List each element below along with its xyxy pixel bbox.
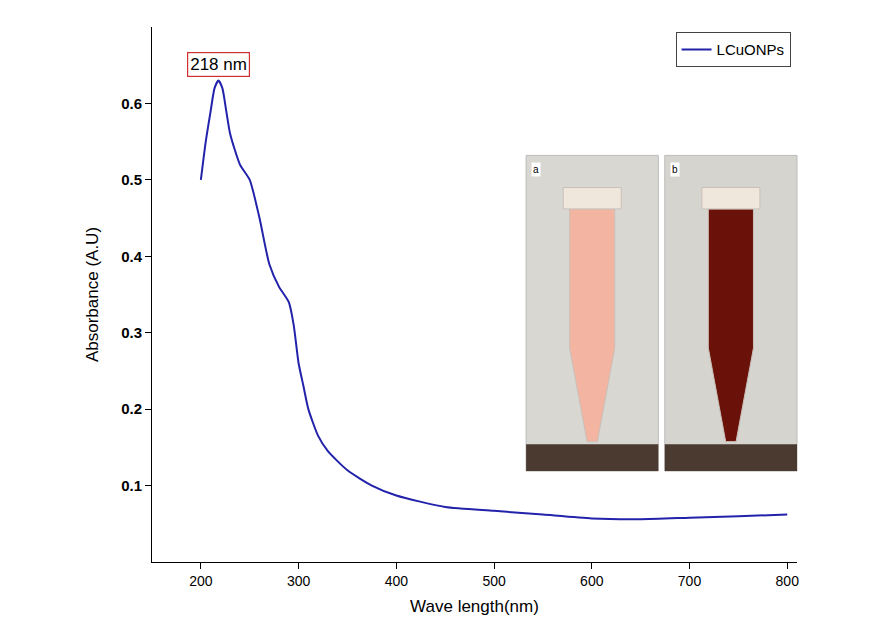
svg-text:0.3: 0.3 — [121, 324, 142, 341]
svg-text:200: 200 — [189, 573, 213, 589]
svg-text:a: a — [533, 164, 539, 175]
svg-text:0.4: 0.4 — [121, 248, 143, 265]
svg-text:Wave length(nm): Wave length(nm) — [410, 597, 539, 616]
svg-text:600: 600 — [580, 573, 604, 589]
svg-text:LCuONPs: LCuONPs — [717, 41, 785, 58]
svg-text:300: 300 — [287, 573, 311, 589]
svg-text:218 nm: 218 nm — [190, 55, 247, 74]
svg-text:0.5: 0.5 — [121, 171, 142, 188]
svg-text:500: 500 — [482, 573, 506, 589]
svg-text:Absorbance (A.U): Absorbance (A.U) — [83, 227, 102, 362]
svg-text:0.2: 0.2 — [121, 400, 142, 417]
svg-text:800: 800 — [776, 573, 800, 589]
svg-text:b: b — [672, 164, 678, 175]
svg-text:400: 400 — [385, 573, 409, 589]
svg-text:700: 700 — [678, 573, 702, 589]
svg-text:0.1: 0.1 — [121, 477, 142, 494]
svg-text:0.6: 0.6 — [121, 95, 142, 112]
